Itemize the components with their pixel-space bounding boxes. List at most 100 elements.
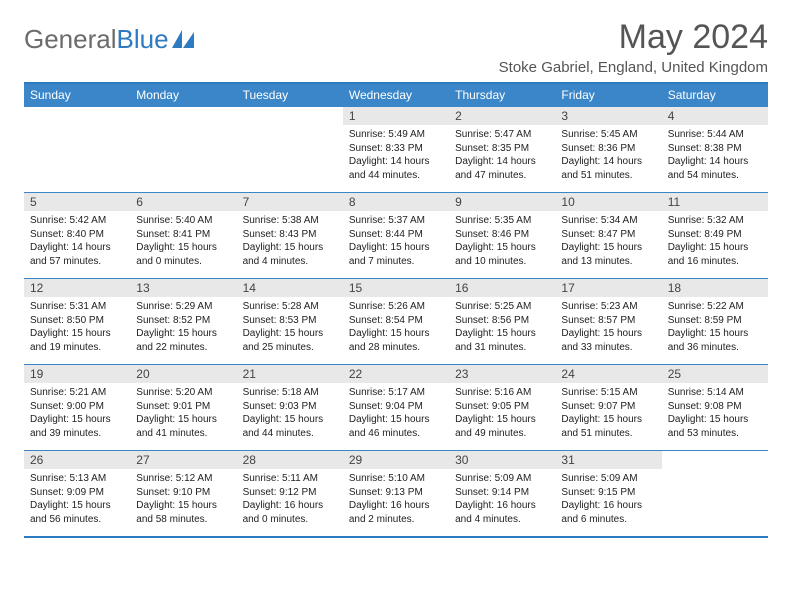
day-info-line: and 28 minutes. xyxy=(349,341,443,355)
day-number: 27 xyxy=(130,451,236,469)
day-info-line: and 56 minutes. xyxy=(30,513,124,527)
day-info-line: Sunset: 8:53 PM xyxy=(243,314,337,328)
day-body: Sunrise: 5:21 AMSunset: 9:00 PMDaylight:… xyxy=(24,383,130,443)
day-info-line: and 0 minutes. xyxy=(136,255,230,269)
calendar-day-cell: 14Sunrise: 5:28 AMSunset: 8:53 PMDayligh… xyxy=(237,279,343,365)
day-info-line: Daylight: 15 hours xyxy=(561,327,655,341)
day-info-line: Sunrise: 5:13 AM xyxy=(30,472,124,486)
day-info-line: Sunrise: 5:23 AM xyxy=(561,300,655,314)
day-info-line: Sunrise: 5:15 AM xyxy=(561,386,655,400)
calendar-day-cell xyxy=(237,107,343,193)
day-info-line: Sunrise: 5:12 AM xyxy=(136,472,230,486)
day-info-line: and 10 minutes. xyxy=(455,255,549,269)
day-info-line: Sunset: 8:36 PM xyxy=(561,142,655,156)
calendar-day-cell: 18Sunrise: 5:22 AMSunset: 8:59 PMDayligh… xyxy=(662,279,768,365)
day-body xyxy=(24,111,130,117)
day-body xyxy=(237,111,343,117)
calendar-week-row: 1Sunrise: 5:49 AMSunset: 8:33 PMDaylight… xyxy=(24,107,768,193)
day-info-line: Daylight: 15 hours xyxy=(243,413,337,427)
calendar-day-cell: 31Sunrise: 5:09 AMSunset: 9:15 PMDayligh… xyxy=(555,451,661,537)
day-number: 21 xyxy=(237,365,343,383)
day-info-line: Sunset: 8:46 PM xyxy=(455,228,549,242)
day-info-line: Sunset: 9:12 PM xyxy=(243,486,337,500)
day-body: Sunrise: 5:12 AMSunset: 9:10 PMDaylight:… xyxy=(130,469,236,529)
day-number: 31 xyxy=(555,451,661,469)
day-info-line: Daylight: 15 hours xyxy=(349,413,443,427)
day-number: 22 xyxy=(343,365,449,383)
day-info-line: Sunrise: 5:14 AM xyxy=(668,386,762,400)
day-info-line: Sunrise: 5:25 AM xyxy=(455,300,549,314)
calendar-day-cell: 8Sunrise: 5:37 AMSunset: 8:44 PMDaylight… xyxy=(343,193,449,279)
day-info-line: Daylight: 15 hours xyxy=(349,241,443,255)
calendar-day-cell: 10Sunrise: 5:34 AMSunset: 8:47 PMDayligh… xyxy=(555,193,661,279)
day-info-line: Daylight: 15 hours xyxy=(455,327,549,341)
calendar-day-cell: 29Sunrise: 5:10 AMSunset: 9:13 PMDayligh… xyxy=(343,451,449,537)
calendar-day-cell: 23Sunrise: 5:16 AMSunset: 9:05 PMDayligh… xyxy=(449,365,555,451)
day-body: Sunrise: 5:31 AMSunset: 8:50 PMDaylight:… xyxy=(24,297,130,357)
calendar-day-cell: 30Sunrise: 5:09 AMSunset: 9:14 PMDayligh… xyxy=(449,451,555,537)
weekday-header: Monday xyxy=(130,83,236,107)
day-info-line: Sunrise: 5:11 AM xyxy=(243,472,337,486)
day-info-line: Sunset: 9:04 PM xyxy=(349,400,443,414)
calendar-day-cell: 26Sunrise: 5:13 AMSunset: 9:09 PMDayligh… xyxy=(24,451,130,537)
day-number: 26 xyxy=(24,451,130,469)
day-info-line: Daylight: 15 hours xyxy=(668,241,762,255)
calendar-day-cell: 22Sunrise: 5:17 AMSunset: 9:04 PMDayligh… xyxy=(343,365,449,451)
day-info-line: Daylight: 15 hours xyxy=(30,413,124,427)
day-info-line: and 0 minutes. xyxy=(243,513,337,527)
weekday-header: Saturday xyxy=(662,83,768,107)
day-number: 24 xyxy=(555,365,661,383)
day-body: Sunrise: 5:28 AMSunset: 8:53 PMDaylight:… xyxy=(237,297,343,357)
page-title: May 2024 xyxy=(499,18,768,57)
calendar-week-row: 26Sunrise: 5:13 AMSunset: 9:09 PMDayligh… xyxy=(24,451,768,537)
day-info-line: Sunset: 8:50 PM xyxy=(30,314,124,328)
day-body: Sunrise: 5:16 AMSunset: 9:05 PMDaylight:… xyxy=(449,383,555,443)
day-info-line: and 54 minutes. xyxy=(668,169,762,183)
day-info-line: Sunrise: 5:38 AM xyxy=(243,214,337,228)
day-info-line: and 4 minutes. xyxy=(243,255,337,269)
day-info-line: Daylight: 15 hours xyxy=(455,241,549,255)
calendar-day-cell: 1Sunrise: 5:49 AMSunset: 8:33 PMDaylight… xyxy=(343,107,449,193)
day-body: Sunrise: 5:42 AMSunset: 8:40 PMDaylight:… xyxy=(24,211,130,271)
day-number: 9 xyxy=(449,193,555,211)
calendar-day-cell: 12Sunrise: 5:31 AMSunset: 8:50 PMDayligh… xyxy=(24,279,130,365)
day-body xyxy=(130,111,236,117)
day-info-line: Sunrise: 5:09 AM xyxy=(561,472,655,486)
day-info-line: Daylight: 15 hours xyxy=(668,413,762,427)
day-info-line: and 58 minutes. xyxy=(136,513,230,527)
day-body: Sunrise: 5:18 AMSunset: 9:03 PMDaylight:… xyxy=(237,383,343,443)
calendar-day-cell: 20Sunrise: 5:20 AMSunset: 9:01 PMDayligh… xyxy=(130,365,236,451)
day-info-line: Sunset: 8:57 PM xyxy=(561,314,655,328)
day-info-line: Sunset: 8:54 PM xyxy=(349,314,443,328)
day-number: 25 xyxy=(662,365,768,383)
calendar-day-cell: 4Sunrise: 5:44 AMSunset: 8:38 PMDaylight… xyxy=(662,107,768,193)
day-number: 17 xyxy=(555,279,661,297)
day-info-line: Daylight: 14 hours xyxy=(349,155,443,169)
day-info-line: Sunrise: 5:31 AM xyxy=(30,300,124,314)
weekday-header-row: SundayMondayTuesdayWednesdayThursdayFrid… xyxy=(24,83,768,107)
day-number: 29 xyxy=(343,451,449,469)
day-body: Sunrise: 5:14 AMSunset: 9:08 PMDaylight:… xyxy=(662,383,768,443)
day-info-line: and 2 minutes. xyxy=(349,513,443,527)
calendar-day-cell: 25Sunrise: 5:14 AMSunset: 9:08 PMDayligh… xyxy=(662,365,768,451)
day-info-line: Sunset: 9:01 PM xyxy=(136,400,230,414)
day-info-line: Sunset: 8:49 PM xyxy=(668,228,762,242)
day-info-line: Sunset: 8:38 PM xyxy=(668,142,762,156)
day-info-line: Sunrise: 5:16 AM xyxy=(455,386,549,400)
calendar-day-cell: 19Sunrise: 5:21 AMSunset: 9:00 PMDayligh… xyxy=(24,365,130,451)
calendar-day-cell: 7Sunrise: 5:38 AMSunset: 8:43 PMDaylight… xyxy=(237,193,343,279)
day-number: 1 xyxy=(343,107,449,125)
day-info-line: Sunrise: 5:20 AM xyxy=(136,386,230,400)
day-body: Sunrise: 5:09 AMSunset: 9:14 PMDaylight:… xyxy=(449,469,555,529)
day-info-line: and 46 minutes. xyxy=(349,427,443,441)
day-info-line: Sunset: 9:14 PM xyxy=(455,486,549,500)
day-info-line: Sunset: 8:33 PM xyxy=(349,142,443,156)
day-number: 15 xyxy=(343,279,449,297)
day-body: Sunrise: 5:20 AMSunset: 9:01 PMDaylight:… xyxy=(130,383,236,443)
day-info-line: Daylight: 15 hours xyxy=(243,241,337,255)
day-info-line: Sunset: 9:03 PM xyxy=(243,400,337,414)
day-info-line: and 19 minutes. xyxy=(30,341,124,355)
day-info-line: and 57 minutes. xyxy=(30,255,124,269)
header: GeneralBlue May 2024 Stoke Gabriel, Engl… xyxy=(24,18,768,76)
day-body: Sunrise: 5:49 AMSunset: 8:33 PMDaylight:… xyxy=(343,125,449,185)
